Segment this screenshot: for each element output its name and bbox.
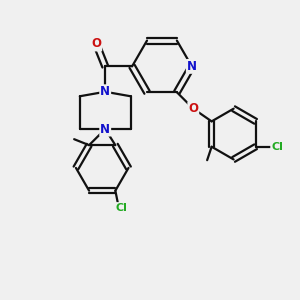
Text: N: N: [187, 60, 197, 73]
Text: Cl: Cl: [116, 203, 127, 213]
Text: O: O: [188, 102, 198, 115]
Text: O: O: [91, 38, 101, 50]
Text: N: N: [100, 85, 110, 98]
Text: N: N: [100, 123, 110, 136]
Text: Cl: Cl: [271, 142, 283, 152]
